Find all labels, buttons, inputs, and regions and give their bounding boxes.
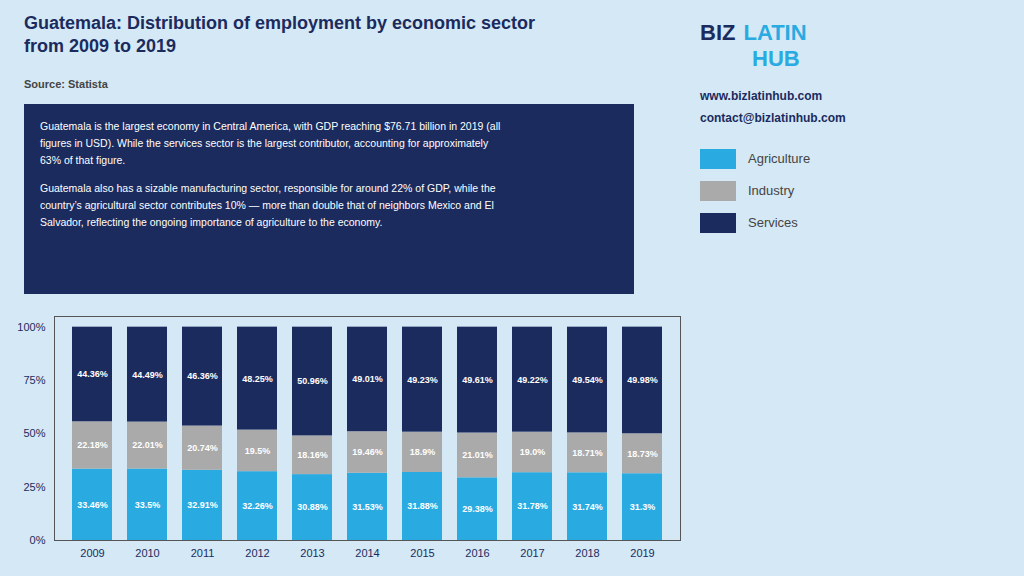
html-text:Agriculture: Agriculture [748, 151, 811, 167]
svg-text:25%: 25% [23, 481, 45, 493]
svg-text:32.26%: 32.26% [242, 501, 273, 511]
svg-text:2013: 2013 [300, 547, 324, 559]
svg-text:18.9%: 18.9% [410, 447, 436, 457]
html-text:Source: Statista: Source: Statista [24, 78, 108, 90]
html-text:Guatemala is the largest econo: Guatemala is the largest economy in Cent… [40, 120, 501, 166]
svg-text:31.74%: 31.74% [572, 502, 603, 512]
html-text:Industry: Industry [748, 183, 795, 199]
svg-text:22.18%: 22.18% [77, 440, 108, 450]
svg-text:2018: 2018 [575, 547, 599, 559]
svg-text:33.5%: 33.5% [135, 500, 161, 510]
svg-text:2010: 2010 [135, 547, 159, 559]
svg-text:49.61%: 49.61% [462, 375, 493, 385]
svg-text:2017: 2017 [520, 547, 544, 559]
svg-text:21.01%: 21.01% [462, 450, 493, 460]
svg-text:31.3%: 31.3% [630, 502, 656, 512]
svg-text:0%: 0% [30, 534, 46, 546]
svg-text:18.73%: 18.73% [627, 449, 658, 459]
svg-text:18.71%: 18.71% [572, 448, 603, 458]
svg-text:49.01%: 49.01% [352, 374, 383, 384]
svg-text:2012: 2012 [245, 547, 269, 559]
svg-text:49.54%: 49.54% [572, 375, 603, 385]
svg-text:18.16%: 18.16% [297, 450, 328, 460]
svg-text:33.46%: 33.46% [77, 500, 108, 510]
svg-text:31.88%: 31.88% [407, 501, 438, 511]
svg-text:22.01%: 22.01% [132, 440, 163, 450]
svg-text:44.49%: 44.49% [132, 370, 163, 380]
svg-text:19.46%: 19.46% [352, 447, 383, 457]
html-text:from 2009 to 2019: from 2009 to 2019 [24, 36, 177, 57]
svg-text:100%: 100% [17, 321, 45, 333]
svg-text:49.98%: 49.98% [627, 375, 658, 385]
svg-text:49.23%: 49.23% [407, 375, 438, 385]
html-text:Services: Services [748, 215, 798, 231]
svg-text:44.36%: 44.36% [77, 369, 108, 379]
svg-text:19.0%: 19.0% [520, 447, 546, 457]
svg-text:2009: 2009 [80, 547, 104, 559]
html-text:Guatemala: Distribution of emp: Guatemala: Distribution of employment by… [24, 13, 536, 33]
svg-text:75%: 75% [23, 374, 45, 386]
svg-text:46.36%: 46.36% [187, 371, 218, 381]
html-text:BIZ LATIN: BIZ LATIN [700, 20, 807, 45]
html-text:Guatemala also has a sizable m: Guatemala also has a sizable manufacturi… [40, 182, 496, 228]
svg-text:2019: 2019 [630, 547, 654, 559]
svg-text:30.88%: 30.88% [297, 502, 328, 512]
svg-text:48.25%: 48.25% [242, 373, 273, 383]
svg-text:50.96%: 50.96% [297, 376, 328, 386]
svg-text:2011: 2011 [191, 547, 215, 559]
svg-text:31.78%: 31.78% [517, 501, 548, 511]
svg-text:29.38%: 29.38% [462, 504, 493, 514]
svg-text:2016: 2016 [465, 547, 489, 559]
svg-text:32.91%: 32.91% [187, 500, 218, 510]
html-text:contact@bizlatinhub.com: contact@bizlatinhub.com [700, 110, 846, 125]
html-text:www.bizlatinhub.com: www.bizlatinhub.com [700, 88, 823, 103]
svg-text:2014: 2014 [355, 547, 379, 559]
svg-text:20.74%: 20.74% [187, 443, 218, 453]
svg-text:49.22%: 49.22% [517, 375, 548, 385]
svg-text:50%: 50% [23, 427, 45, 439]
svg-text:2015: 2015 [410, 547, 434, 559]
svg-text:19.5%: 19.5% [245, 446, 271, 456]
svg-text:31.53%: 31.53% [352, 502, 383, 512]
html-text:HUB: HUB [752, 46, 800, 72]
